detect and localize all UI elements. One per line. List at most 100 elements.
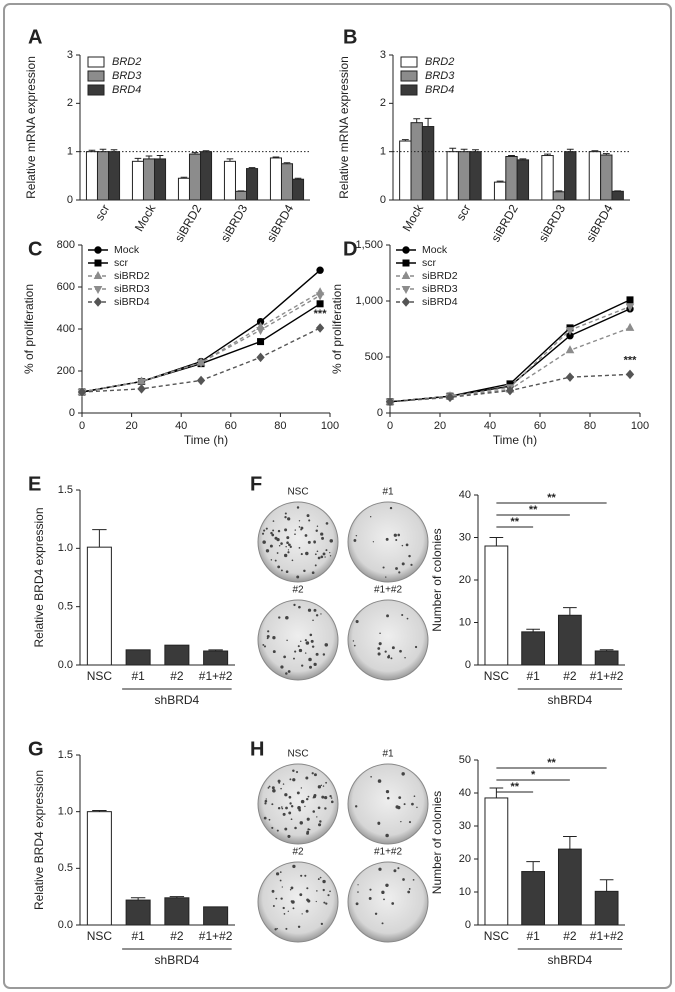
colony xyxy=(298,605,301,609)
colony xyxy=(290,818,293,821)
colony xyxy=(309,633,313,637)
colony xyxy=(325,781,328,784)
colony xyxy=(307,828,310,831)
colony xyxy=(287,670,291,673)
x-tick-label: scr xyxy=(92,202,112,223)
colony xyxy=(403,803,406,806)
bar xyxy=(594,650,619,666)
error-bar xyxy=(489,537,504,546)
error-bar xyxy=(472,149,479,152)
colony xyxy=(322,552,326,556)
error-bar xyxy=(180,176,188,179)
colony xyxy=(264,799,268,803)
colony xyxy=(274,928,277,931)
colony xyxy=(402,878,405,881)
colony xyxy=(410,563,413,566)
colony xyxy=(313,795,316,799)
colony xyxy=(386,796,390,800)
colony xyxy=(316,890,318,892)
colony xyxy=(404,656,406,659)
colony xyxy=(327,894,330,897)
colony xyxy=(304,652,307,654)
colony xyxy=(379,632,381,635)
y-tick-label: 0 xyxy=(377,407,383,419)
y-tick-label: 600 xyxy=(57,281,75,293)
y-tick-label: 0.5 xyxy=(58,601,73,613)
error-bar xyxy=(92,529,107,548)
colony xyxy=(322,888,325,892)
x-tick-label: NSC xyxy=(87,669,113,683)
colony xyxy=(311,772,314,775)
colony xyxy=(411,802,414,806)
error-bar xyxy=(544,153,551,156)
plate xyxy=(347,763,429,845)
colony xyxy=(377,647,381,650)
x-tick-label: #1+#2 xyxy=(199,929,233,943)
colony xyxy=(314,553,317,556)
x-tick-label: 100 xyxy=(321,420,339,432)
marker xyxy=(256,352,265,363)
x-tick-label: NSC xyxy=(87,929,113,943)
colony xyxy=(381,922,384,925)
colony xyxy=(293,657,295,660)
bar xyxy=(552,191,566,201)
y-tick-label: 50 xyxy=(459,754,471,766)
legend-label: siBRD4 xyxy=(114,296,150,308)
colony xyxy=(355,619,359,624)
colony xyxy=(269,544,273,548)
colony xyxy=(352,640,355,642)
colony xyxy=(281,886,283,888)
colony xyxy=(283,913,286,915)
colony xyxy=(303,569,306,573)
colony xyxy=(408,821,411,824)
colony xyxy=(315,900,317,903)
bar xyxy=(541,155,554,201)
colony xyxy=(271,826,274,829)
group-label: shBRD4 xyxy=(548,953,593,967)
marker xyxy=(316,266,324,274)
colony xyxy=(304,805,306,808)
colony xyxy=(384,650,387,653)
colony xyxy=(282,906,285,910)
colony xyxy=(306,514,310,518)
colony xyxy=(283,655,286,659)
y-tick-label: 0 xyxy=(465,919,471,931)
legend-label: Mock xyxy=(422,244,448,256)
plate-label: #1+#2 xyxy=(374,585,403,596)
y-axis-label: % of proliferation xyxy=(22,284,36,374)
colony xyxy=(298,547,301,549)
colony xyxy=(284,528,288,532)
bar xyxy=(521,871,546,926)
error-bar xyxy=(599,649,614,651)
colony xyxy=(292,769,295,773)
colony xyxy=(298,526,301,528)
colony xyxy=(307,540,311,544)
colony xyxy=(319,876,322,879)
colony xyxy=(311,645,315,648)
colony xyxy=(282,812,286,816)
colony xyxy=(416,806,418,809)
legend-swatch xyxy=(400,70,418,82)
significance-label: ** xyxy=(529,504,538,516)
colony xyxy=(329,890,331,893)
marker xyxy=(196,375,206,386)
bar xyxy=(493,181,507,201)
x-tick-label: 60 xyxy=(534,420,546,432)
colony xyxy=(329,555,332,557)
legend-label: scr xyxy=(114,257,129,269)
y-tick-label: 0 xyxy=(67,194,73,206)
frame xyxy=(3,3,672,989)
colony xyxy=(305,776,309,780)
plate-label: #1 xyxy=(382,487,394,498)
group-label: shBRD4 xyxy=(155,693,200,707)
colony xyxy=(322,785,325,787)
colony xyxy=(370,775,372,778)
error-bar xyxy=(602,153,610,156)
colony xyxy=(277,565,281,569)
colony xyxy=(322,653,326,656)
marker xyxy=(385,397,395,407)
error-bar xyxy=(508,155,515,157)
colony xyxy=(374,912,378,915)
colony xyxy=(324,643,329,647)
bar xyxy=(85,151,98,201)
